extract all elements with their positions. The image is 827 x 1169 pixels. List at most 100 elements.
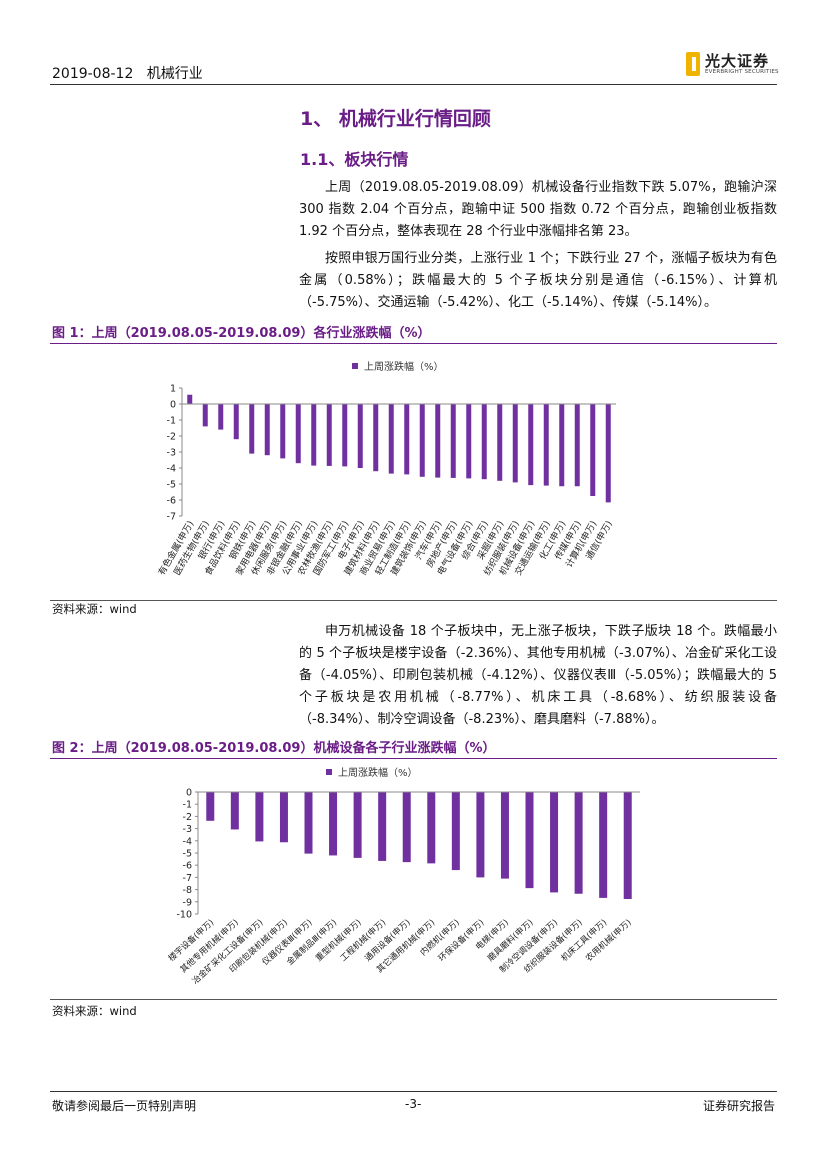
- figure-1-chart: 上周涨跌幅（%） 1 0 -1 -2 -3 -4 -5 -6 -7 有色金属(申万) 医药生物(申万)…: [140, 352, 660, 600]
- y-tick-label: -10: [176, 910, 192, 921]
- y-tick-label: -1: [167, 416, 176, 427]
- bar: [404, 404, 410, 475]
- figure-1-title: 图 1：上周（2019.08.05-2019.08.09）各行业涨跌幅（%）: [52, 326, 431, 341]
- bar: [353, 792, 362, 858]
- bar: [590, 404, 596, 496]
- bar: [550, 792, 559, 893]
- logo-en-text: EVERBRIGHT SECURITIES: [705, 69, 779, 75]
- bar: [497, 404, 503, 481]
- legend-label: 上周涨跌幅（%）: [364, 360, 444, 373]
- y-tick-label: -8: [183, 885, 192, 896]
- logo-cn-text: 光大证券: [705, 52, 770, 70]
- bar: [230, 792, 239, 830]
- bar: [378, 792, 387, 861]
- logo-mark-icon: [686, 52, 700, 76]
- bar: [249, 404, 255, 454]
- bar: [419, 404, 425, 477]
- bar: [187, 394, 193, 404]
- bar: [233, 404, 239, 440]
- legend-label: 上周涨跌幅（%）: [338, 766, 418, 779]
- bar: [605, 404, 611, 503]
- y-tick-label: -2: [167, 432, 176, 443]
- bar: [543, 404, 549, 486]
- y-tick-label: -6: [183, 861, 192, 872]
- y-tick-label: -2: [183, 812, 192, 823]
- footer-disclaimer: 敬请参阅最后一页特别声明: [52, 1099, 197, 1113]
- figure-1-bottom-rule: [50, 600, 777, 601]
- bar: [512, 404, 518, 483]
- bar: [264, 404, 270, 456]
- bar: [427, 792, 436, 864]
- figure-2-svg: 上周涨跌幅（%）0-1-2-3-4-5-6-7-8-9-10楼宇设备(申万)其他…: [166, 766, 640, 987]
- bar: [574, 404, 580, 487]
- y-tick-label: -5: [167, 480, 176, 491]
- bar: [525, 792, 534, 889]
- y-tick-label: -6: [167, 496, 176, 507]
- figure-2-bottom-rule: [50, 999, 777, 1000]
- bar: [476, 792, 485, 878]
- y-tick-label: -1: [183, 800, 192, 811]
- y-tick-label: 0: [170, 400, 176, 411]
- footer-page-number: -3-: [405, 1097, 422, 1111]
- bar: [218, 404, 224, 430]
- header-date-industry: 2019-08-12 机械行业: [52, 63, 203, 83]
- bar: [295, 404, 301, 464]
- figure-1-svg: 上周涨跌幅（%）10-1-2-3-4-5-6-7有色金属(申万)医药生物(申万)…: [155, 360, 616, 577]
- bar: [279, 792, 288, 843]
- bar: [402, 792, 411, 863]
- header-divider: [50, 84, 777, 85]
- bar: [466, 404, 472, 479]
- y-tick-label: -7: [167, 512, 176, 523]
- bar: [481, 404, 487, 480]
- bar: [559, 404, 565, 487]
- chart-2-legend: 上周涨跌幅（%）: [326, 766, 418, 779]
- bar: [500, 792, 509, 879]
- bar: [623, 792, 632, 899]
- bar: [342, 404, 348, 467]
- footer-divider: [50, 1091, 777, 1092]
- bar: [311, 404, 317, 466]
- bar: [326, 404, 332, 466]
- paragraph-3-text: 申万机械设备 18 个子板块中，无上涨子板块，下跌子版块 18 个。跌幅最小的 …: [299, 624, 777, 727]
- y-tick-label: -3: [167, 448, 176, 459]
- figure-2-chart: 上周涨跌幅（%） 0 -1 -2 -3 -4 -5 -6 -7 -8 -9 -10 楼宇设备(申万) 其他…: [160, 762, 660, 992]
- header-industry: 机械行业: [146, 66, 203, 82]
- bar: [255, 792, 264, 842]
- bar: [599, 792, 608, 898]
- y-tick-label: 1: [170, 384, 176, 395]
- bar: [202, 404, 208, 427]
- bar: [528, 404, 534, 486]
- paragraph-1-text: 上周（2019.08.05-2019.08.09）机械设备行业指数下跌 5.07…: [299, 180, 777, 239]
- bar: [357, 404, 363, 468]
- y-tick-label: -3: [183, 824, 192, 835]
- paragraph-2-text: 按照申银万国行业分类，上涨行业 1 个；下跌行业 27 个，涨幅子板块为有色金属…: [299, 251, 777, 310]
- bar: [435, 404, 441, 478]
- figure-1-top-rule: [50, 343, 777, 344]
- footer-report-type: 证券研究报告: [702, 1099, 775, 1113]
- figure-2-top-rule: [50, 758, 777, 759]
- figure-1-source: 资料来源：wind: [52, 602, 137, 616]
- legend-swatch: [352, 363, 358, 369]
- y-tick-label: -5: [183, 849, 192, 860]
- y-tick-label: -4: [183, 836, 192, 847]
- bar: [206, 792, 215, 821]
- figure-2-source: 资料来源：wind: [52, 1004, 137, 1018]
- y-tick-label: -7: [183, 873, 192, 884]
- bar: [450, 404, 456, 478]
- y-tick-label: 0: [186, 788, 192, 799]
- bar: [451, 792, 460, 871]
- figure-2-title: 图 2：上周（2019.08.05-2019.08.09）机械设备各子行业涨跌幅…: [52, 741, 496, 756]
- bar: [280, 404, 286, 459]
- legend-swatch: [326, 769, 332, 775]
- header-date: 2019-08-12: [52, 66, 134, 82]
- bar: [304, 792, 313, 854]
- brand-logo: 光大证券 EVERBRIGHT SECURITIES: [686, 50, 781, 80]
- section-title: 1、 机械行业行情回顾: [300, 108, 491, 130]
- bar: [574, 792, 583, 894]
- y-tick-label: -9: [183, 897, 192, 908]
- subsection-title: 1.1、板块行情: [300, 150, 409, 169]
- bar: [329, 792, 338, 856]
- paragraph-3: 申万机械设备 18 个子板块中，无上涨子板块，下跌子版块 18 个。跌幅最小的 …: [299, 621, 777, 731]
- paragraph-2: 按照申银万国行业分类，上涨行业 1 个；下跌行业 27 个，涨幅子板块为有色金属…: [299, 248, 777, 314]
- chart-1-legend: 上周涨跌幅（%）: [352, 360, 444, 373]
